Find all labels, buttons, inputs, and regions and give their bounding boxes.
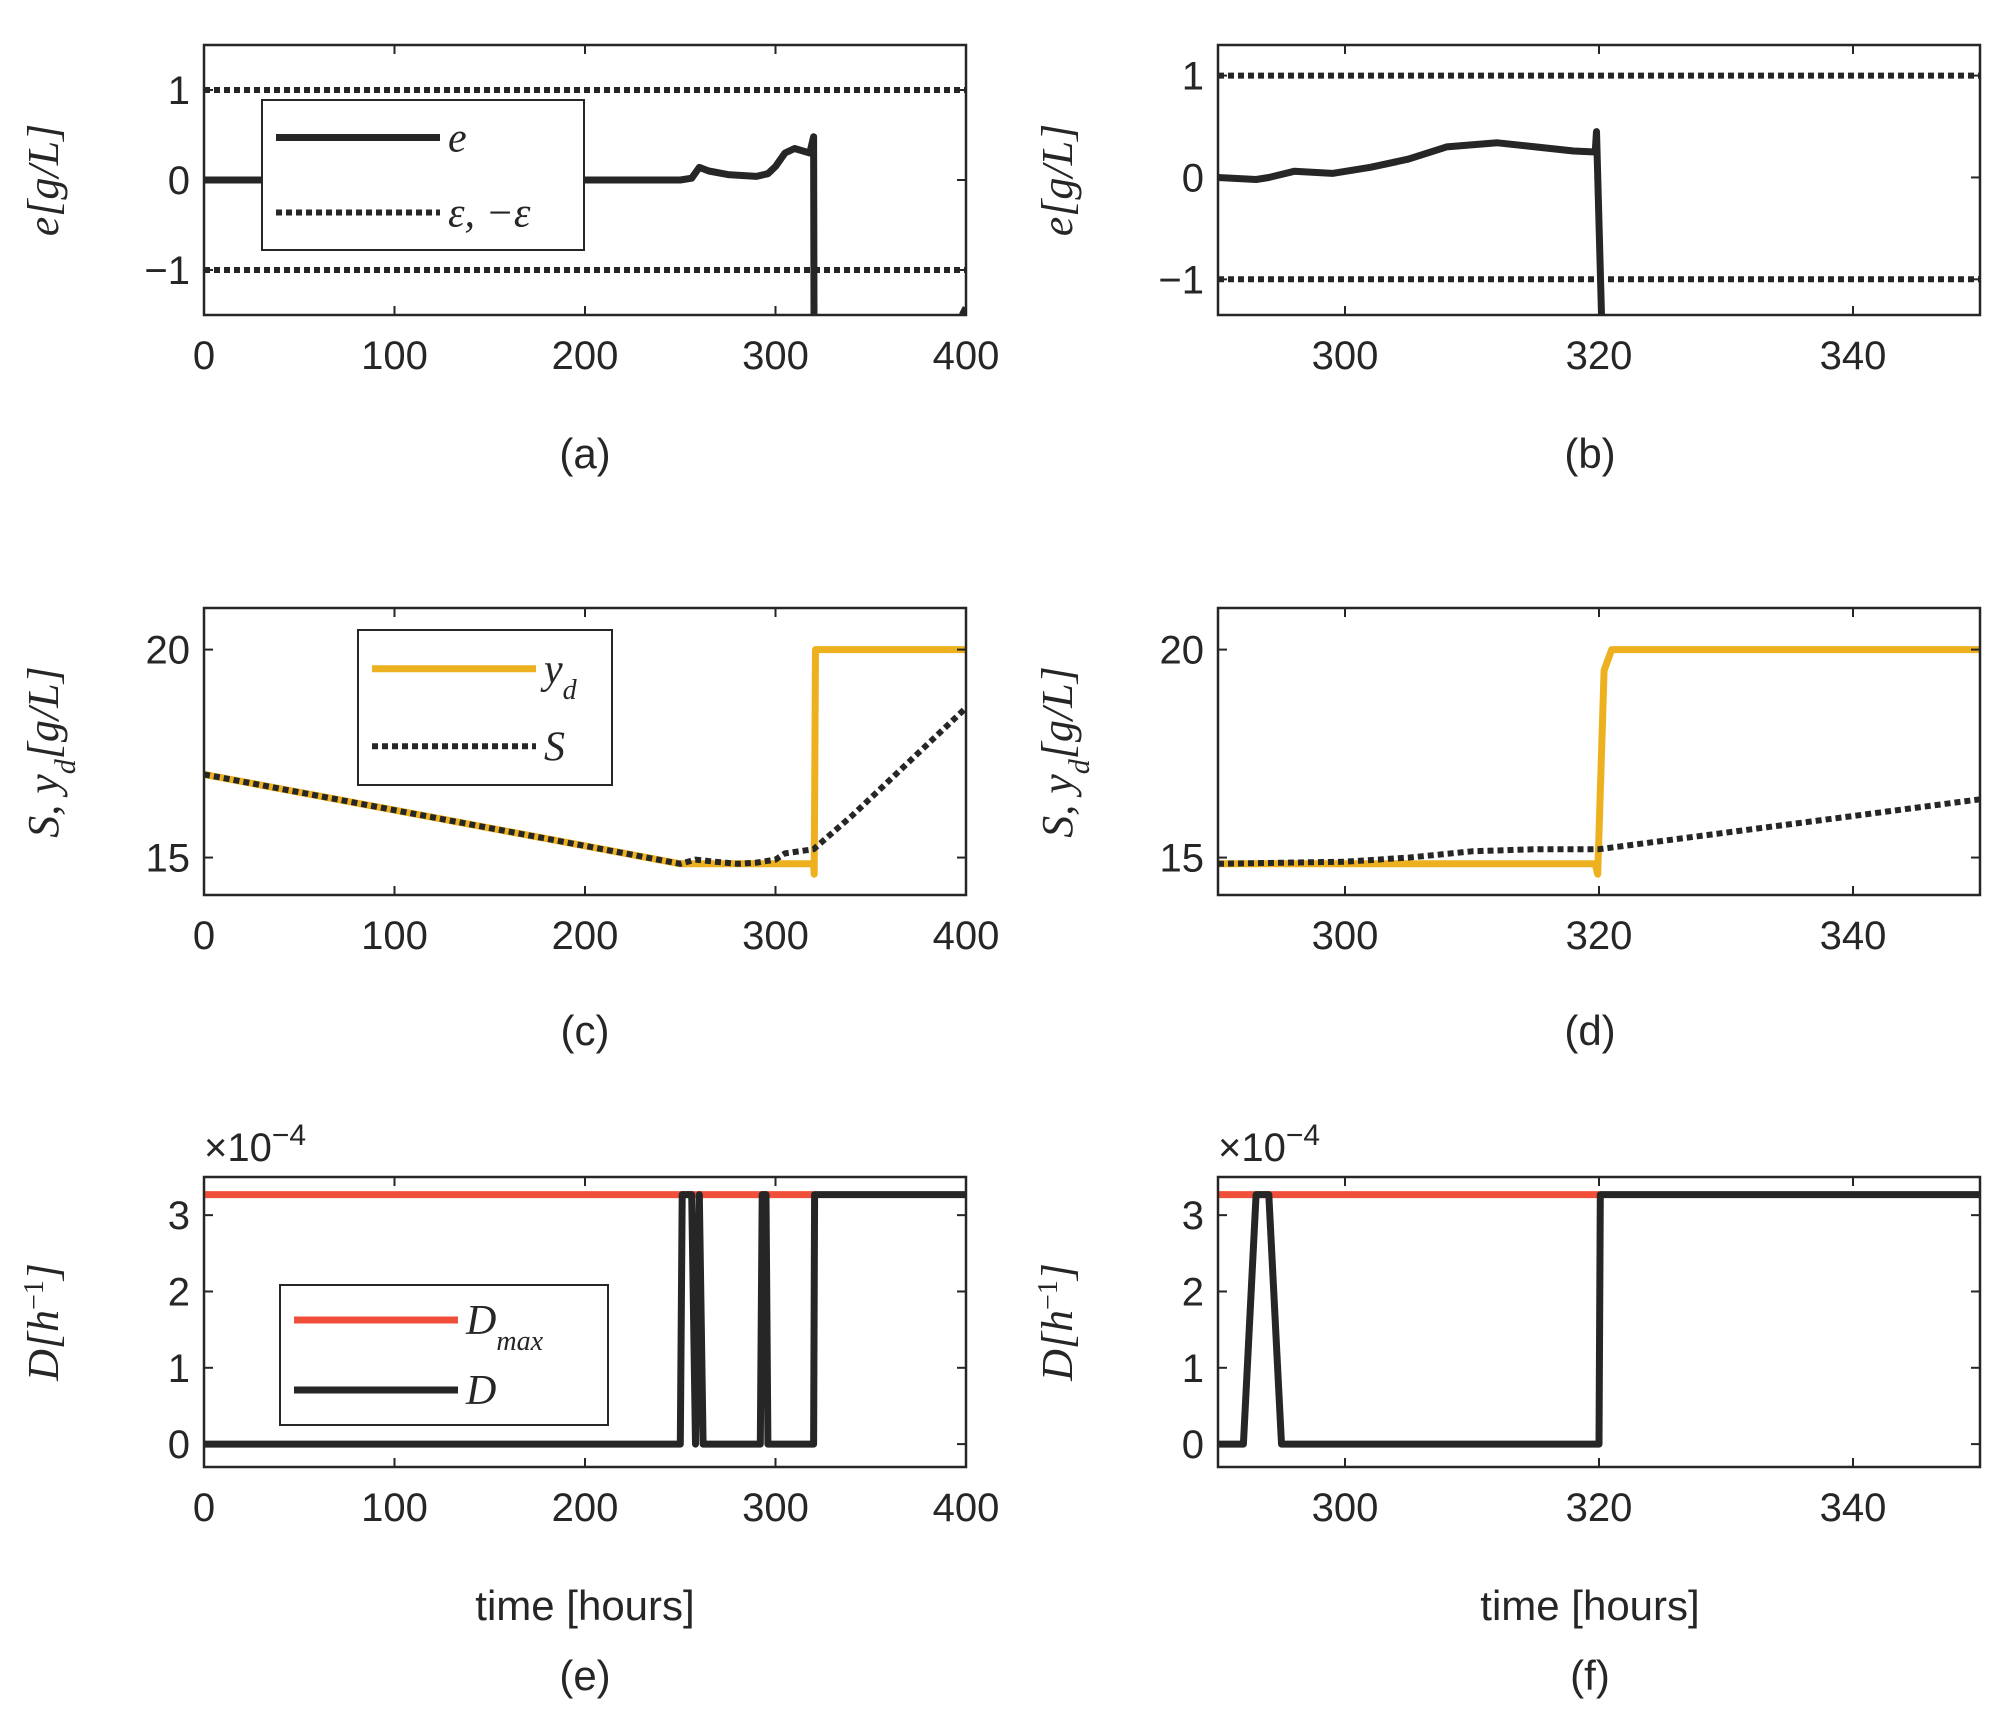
x-tick-label-e: 300 xyxy=(742,1486,809,1530)
panel-label-a: (a) xyxy=(559,430,610,477)
y-axis-label-e: D[h−1] xyxy=(19,1263,69,1382)
legend-e: Dmax D xyxy=(279,1284,609,1426)
y-tick-label-f: 3 xyxy=(1182,1194,1204,1238)
series-line-f-1-D xyxy=(1218,1191,1980,1448)
legend-a: e ε, −ε xyxy=(261,99,585,251)
x-tick-label-a: 0 xyxy=(193,334,215,378)
y-tick-label-e: 2 xyxy=(168,1270,190,1314)
x-tick-label-d: 340 xyxy=(1820,914,1887,958)
series-group-d xyxy=(1218,646,1980,878)
x-tick-label-c: 0 xyxy=(193,914,215,958)
y-tick-label-f: 1 xyxy=(1182,1347,1204,1391)
y-tick-label-d: 20 xyxy=(1160,629,1205,673)
subplot-e: 0 100 200 300 400 0 1 2 3 D[h−1] ×10−4 time [hours]… xyxy=(19,1119,1000,1700)
x-tick-label-b: 340 xyxy=(1820,334,1887,378)
x-axis-label-e: time [hours] xyxy=(475,1582,694,1629)
y-axis-label-d: S, yd[g/L] xyxy=(1033,666,1096,837)
series-group-f xyxy=(1218,1191,1980,1448)
panel-label-c: (c) xyxy=(561,1007,610,1054)
exponent-label-e: ×10−4 xyxy=(204,1119,306,1171)
series-line-a-0-e xyxy=(204,133,818,315)
x-tick-label-a: 200 xyxy=(552,334,619,378)
y-tick-label-c: 15 xyxy=(146,837,191,881)
y-axis-label-a: e[g/L] xyxy=(19,124,68,236)
legend-label-e-0: Dmax xyxy=(465,1298,544,1357)
x-tick-label-f: 320 xyxy=(1566,1486,1633,1530)
legend-box-c xyxy=(357,629,613,786)
y-tick-label-a: 1 xyxy=(168,69,190,113)
exponent-label-f: ×10−4 xyxy=(1218,1119,1320,1171)
series-line-d-0-yd xyxy=(1218,646,1980,878)
legend-label-a-0: e xyxy=(448,116,467,162)
legend-label-c-1: S xyxy=(544,724,565,770)
series-line-d-1-S xyxy=(1218,796,1980,867)
x-tick-label-c: 300 xyxy=(742,914,809,958)
x-tick-label-e: 400 xyxy=(933,1486,1000,1530)
series-line-c-1-S xyxy=(204,705,966,867)
series-line-e-1-D xyxy=(204,1191,966,1448)
legend-box-a xyxy=(261,99,585,251)
panel-label-e: (e) xyxy=(559,1652,610,1699)
series-group-e xyxy=(204,1191,966,1448)
y-axis-label-f: D[h−1] xyxy=(1033,1263,1083,1382)
series-line-b-0-e xyxy=(1218,128,1605,315)
y-tick-label-e: 1 xyxy=(168,1347,190,1391)
x-tick-label-a: 100 xyxy=(361,334,428,378)
x-axis-label-f: time [hours] xyxy=(1480,1582,1699,1629)
x-tick-label-e: 0 xyxy=(193,1486,215,1530)
subplot-c: 0 100 200 300 400 15 20 S, yd[g/L] (c) yd S xyxy=(19,606,1000,1054)
x-tick-label-f: 340 xyxy=(1820,1486,1887,1530)
subplot-d: 300 320 340 15 20 S, yd[g/L] (d) xyxy=(1033,606,1982,1054)
x-tick-label-a: 400 xyxy=(933,334,1000,378)
y-tick-label-a: −1 xyxy=(144,249,190,293)
y-tick-label-b: 1 xyxy=(1182,55,1204,99)
x-tick-label-e: 100 xyxy=(361,1486,428,1530)
legend-box-e xyxy=(279,1284,609,1426)
x-tick-label-a: 300 xyxy=(742,334,809,378)
x-tick-label-c: 100 xyxy=(361,914,428,958)
legend-label-c-0: yd xyxy=(540,647,578,706)
x-tick-label-d: 320 xyxy=(1566,914,1633,958)
x-tick-label-c: 400 xyxy=(933,914,1000,958)
y-tick-label-b: 0 xyxy=(1182,156,1204,200)
y-axis-label-b: e[g/L] xyxy=(1033,124,1082,236)
panel-label-d: (d) xyxy=(1564,1007,1615,1054)
x-tick-label-d: 300 xyxy=(1312,914,1379,958)
y-tick-label-d: 15 xyxy=(1160,837,1205,881)
y-tick-label-f: 2 xyxy=(1182,1270,1204,1314)
series-group-b xyxy=(1218,72,1980,315)
x-tick-label-f: 300 xyxy=(1312,1486,1379,1530)
x-tick-label-b: 300 xyxy=(1312,334,1379,378)
x-tick-label-e: 200 xyxy=(552,1486,619,1530)
y-tick-label-e: 0 xyxy=(168,1423,190,1467)
x-tick-label-c: 200 xyxy=(552,914,619,958)
y-tick-label-c: 20 xyxy=(146,629,191,673)
legend-label-e-1: D xyxy=(465,1368,496,1414)
subplot-b: 300 320 340 −1 0 1 e[g/L] (b) xyxy=(1033,43,1982,477)
y-axis-label-c: S, yd[g/L] xyxy=(19,666,82,837)
y-tick-label-f: 0 xyxy=(1182,1423,1204,1467)
series-group-c xyxy=(204,646,966,878)
legend-label-a-1: ε, −ε xyxy=(448,191,531,237)
subplot-f: 300 320 340 0 1 2 3 D[h−1] ×10−4 time [hours] (f) xyxy=(1033,1119,1982,1699)
panel-label-b: (b) xyxy=(1564,430,1615,477)
y-tick-label-e: 3 xyxy=(168,1194,190,1238)
legend-c: yd S xyxy=(357,629,613,786)
y-tick-label-a: 0 xyxy=(168,159,190,203)
y-tick-label-b: −1 xyxy=(1158,258,1204,302)
x-tick-label-b: 320 xyxy=(1566,334,1633,378)
panel-label-f: (f) xyxy=(1570,1652,1610,1699)
